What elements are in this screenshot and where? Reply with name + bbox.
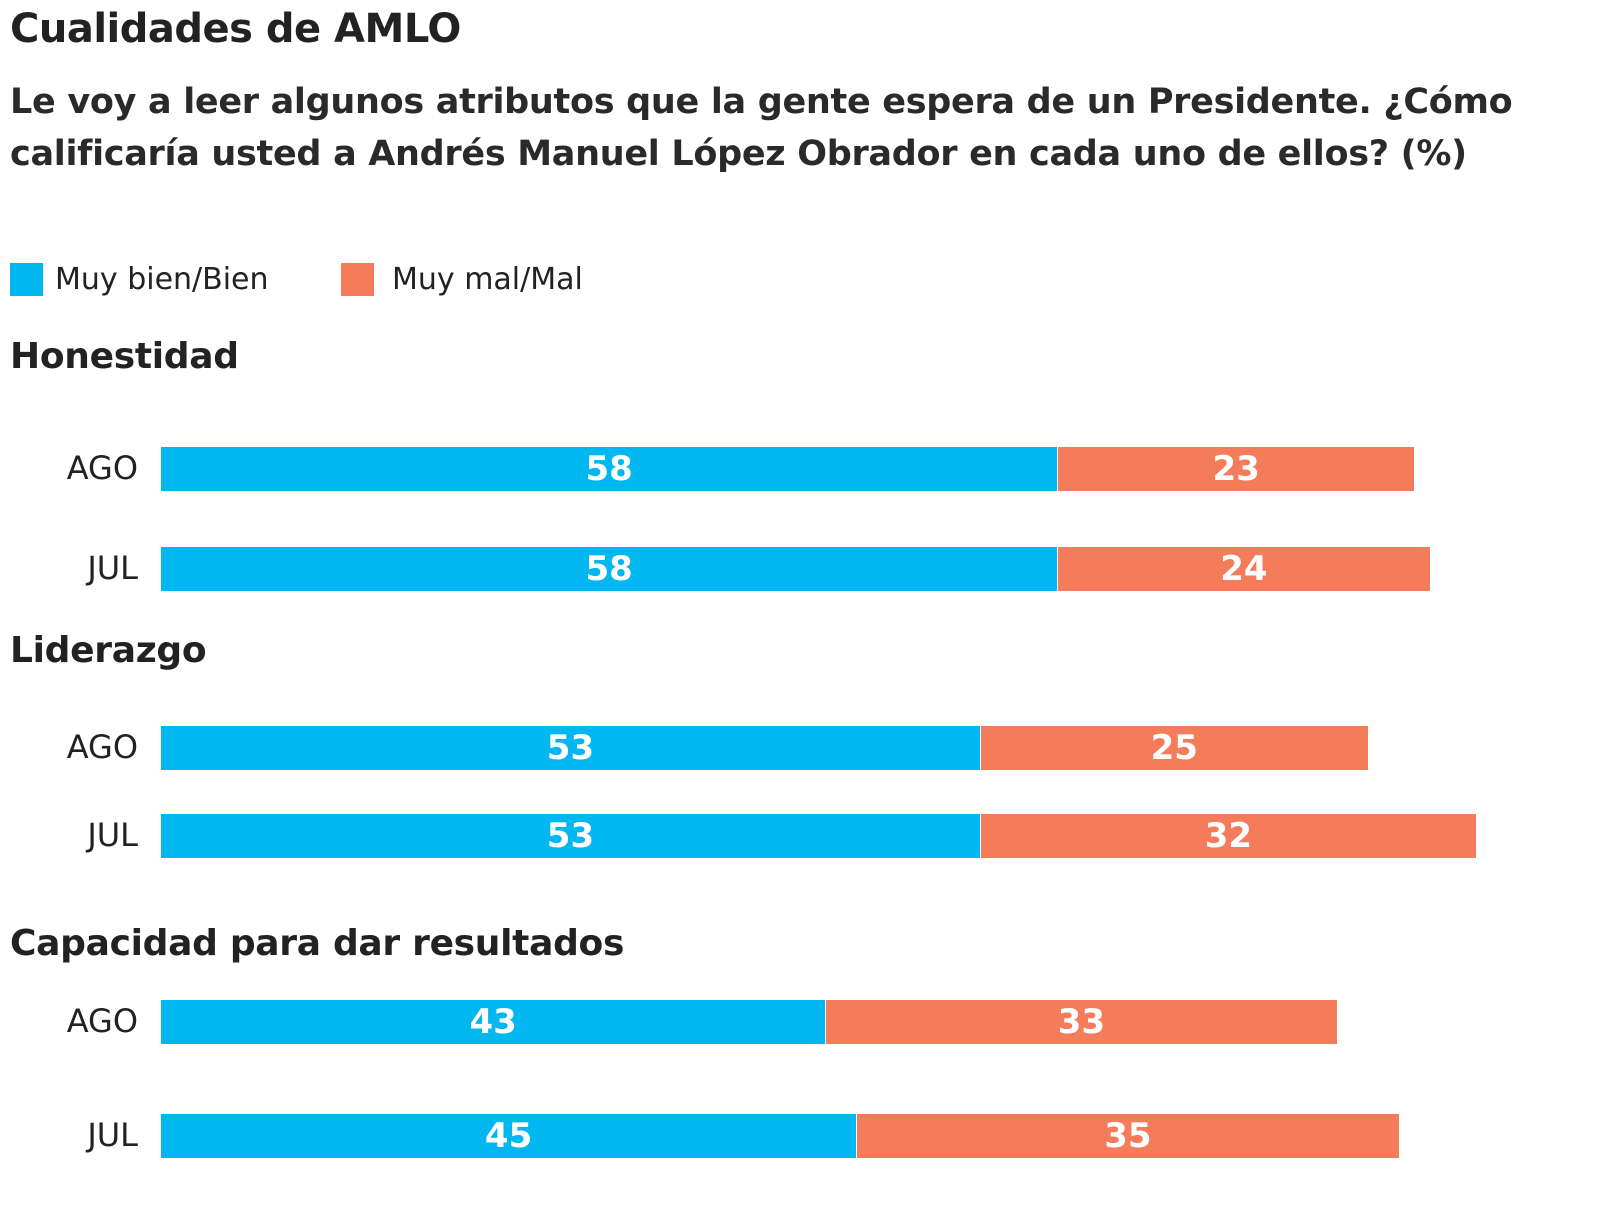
bar-negative: 24 [1058, 547, 1430, 591]
bar-negative: 33 [826, 1000, 1337, 1044]
bar-negative: 23 [1058, 447, 1415, 491]
data-label: 43 [469, 1002, 517, 1042]
data-label: 53 [546, 728, 595, 768]
legend-item-negative: Muy mal/Mal [341, 262, 583, 297]
bar-positive: 53 [161, 726, 980, 770]
bar-positive: 43 [161, 1000, 826, 1044]
row-label: JUL [87, 1116, 138, 1154]
bar-positive: 45 [161, 1114, 857, 1158]
group-title: Liderazgo [10, 630, 207, 671]
bar-positive: 58 [161, 447, 1058, 491]
bar-negative: 25 [980, 726, 1368, 770]
bar-positive: 58 [161, 547, 1058, 591]
row-label: AGO [66, 1002, 138, 1040]
group-title: Honestidad [10, 336, 239, 377]
legend-label: Muy bien/Bien [55, 262, 269, 297]
chart-subtitle: Le voy a leer algunos atributos que la g… [10, 82, 1513, 174]
bar-negative: 35 [857, 1114, 1399, 1158]
group-title: Capacidad para dar resultados [10, 923, 625, 964]
data-label: 53 [546, 816, 595, 856]
data-label: 32 [1204, 816, 1253, 856]
data-label: 35 [1104, 1116, 1152, 1156]
legend-label: Muy mal/Mal [392, 262, 583, 297]
legend-swatch-orange [341, 263, 374, 296]
bar-negative: 32 [980, 814, 1476, 858]
chart-title: Cualidades de AMLO [10, 6, 461, 52]
data-label: 58 [585, 449, 633, 489]
row-label: JUL [87, 549, 138, 587]
row-label: AGO [66, 728, 138, 766]
data-label: 45 [484, 1116, 533, 1156]
row-label: JUL [87, 816, 138, 854]
bar-positive: 53 [161, 814, 980, 858]
data-label: 24 [1220, 549, 1268, 589]
data-label: 33 [1057, 1002, 1106, 1042]
data-label: 25 [1150, 728, 1198, 768]
legend-swatch-blue [10, 263, 43, 296]
row-label: AGO [66, 449, 138, 487]
legend-item-positive: Muy bien/Bien [10, 262, 269, 297]
data-label: 23 [1212, 449, 1260, 489]
data-label: 58 [585, 549, 633, 589]
